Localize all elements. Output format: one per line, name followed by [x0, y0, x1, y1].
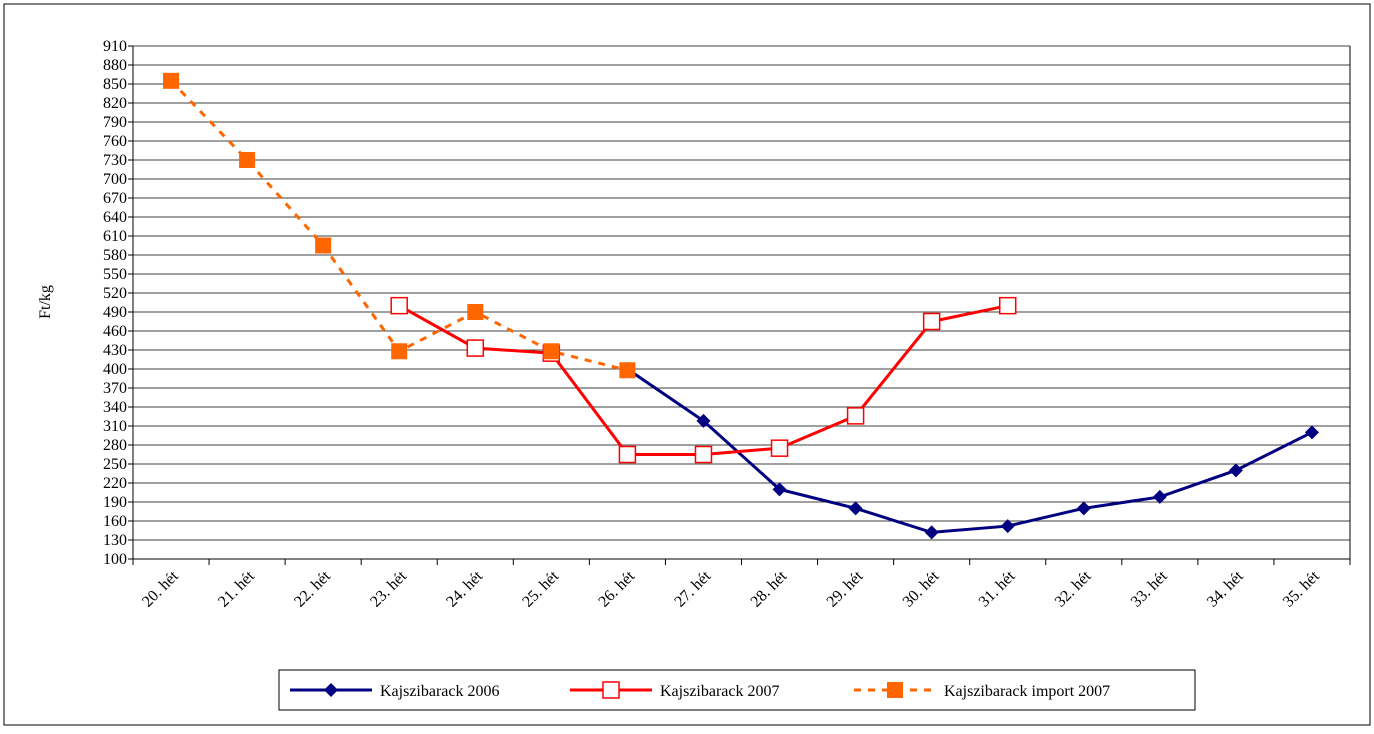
legend-marker — [324, 683, 338, 697]
marker — [467, 304, 484, 320]
y-tick-label: 700 — [103, 171, 127, 188]
y-tick-label: 130 — [103, 532, 127, 549]
y-tick-label: 160 — [103, 513, 127, 530]
marker — [694, 445, 713, 464]
y-tick-label: 820 — [103, 95, 127, 112]
marker — [1076, 501, 1091, 516]
y-tick-label: 580 — [103, 247, 127, 264]
y-tick-label: 100 — [103, 551, 127, 568]
marker — [1304, 425, 1319, 440]
y-tick-label: 670 — [103, 190, 127, 207]
y-axis-label: Ft/kg — [37, 285, 54, 319]
legend-label: Kajszibarack 2007 — [660, 683, 780, 700]
marker — [770, 439, 789, 457]
y-tick-label: 790 — [103, 114, 127, 131]
y-tick-label: 550 — [103, 266, 127, 283]
marker — [848, 501, 863, 516]
marker — [239, 152, 256, 168]
y-tick-label: 730 — [103, 152, 127, 169]
y-tick-label: 310 — [103, 418, 127, 435]
y-tick-label: 880 — [103, 57, 127, 74]
marker — [772, 482, 787, 497]
marker — [924, 525, 939, 540]
marker — [618, 445, 637, 464]
marker — [163, 72, 180, 89]
marker — [391, 343, 408, 360]
y-tick-label: 430 — [103, 342, 127, 359]
marker — [998, 296, 1017, 315]
y-tick-label: 400 — [103, 361, 127, 378]
marker — [315, 237, 332, 254]
marker — [390, 296, 408, 315]
legend-marker — [887, 682, 903, 698]
y-tick-label: 520 — [103, 285, 127, 302]
y-tick-label: 610 — [103, 228, 127, 245]
legend-label: Kajszibarack 2006 — [380, 683, 500, 700]
y-tick-label: 190 — [103, 494, 127, 511]
marker — [1228, 463, 1243, 478]
marker — [543, 343, 560, 360]
chart-border — [3, 3, 1371, 726]
y-tick-label: 490 — [103, 304, 127, 321]
legend-label: Kajszibarack import 2007 — [944, 683, 1110, 700]
marker — [619, 362, 636, 379]
marker — [1000, 519, 1015, 534]
y-tick-label: 910 — [103, 38, 127, 55]
legend-box — [278, 669, 1196, 711]
y-tick-label: 760 — [103, 133, 127, 150]
series-line — [626, 367, 1313, 534]
y-tick-label: 370 — [103, 380, 127, 397]
marker — [1152, 489, 1167, 504]
y-tick-label: 340 — [103, 399, 127, 416]
y-tick-label: 220 — [103, 475, 127, 492]
y-tick-label: 460 — [103, 323, 127, 340]
y-tick-label: 640 — [103, 209, 127, 226]
marker — [466, 339, 485, 357]
legend-marker — [602, 681, 620, 699]
y-tick-label: 850 — [103, 76, 127, 93]
marker — [922, 312, 941, 331]
y-tick-label: 280 — [103, 437, 127, 454]
marker — [846, 407, 865, 425]
marker — [696, 413, 711, 428]
y-tick-label: 250 — [103, 456, 127, 473]
